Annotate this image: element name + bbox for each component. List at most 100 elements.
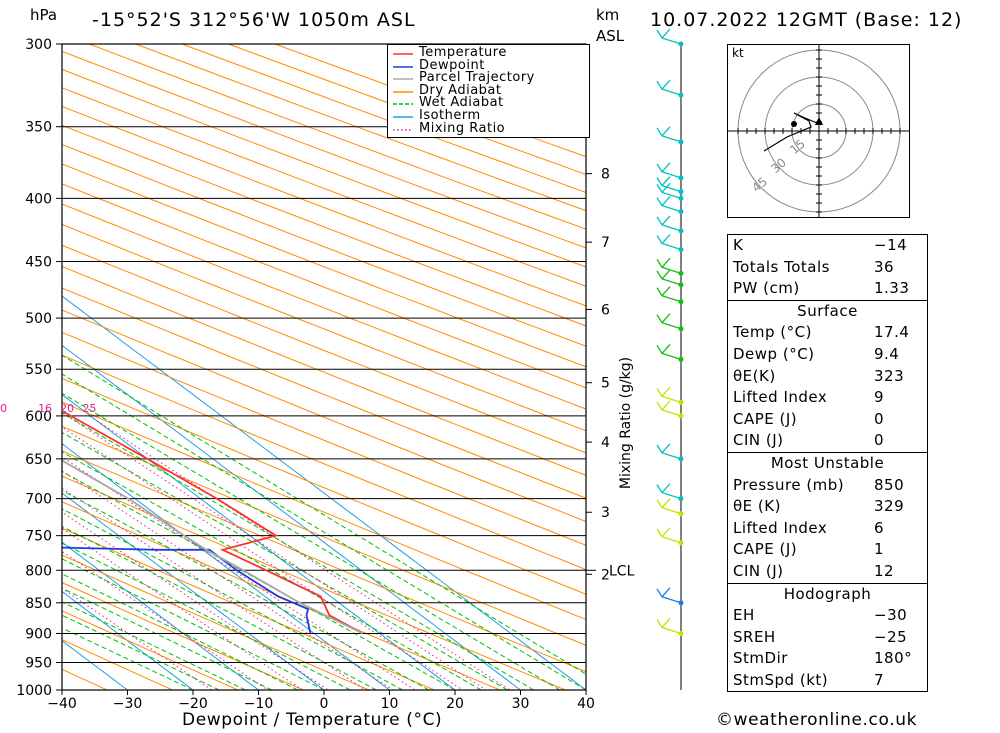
- legend-item: Wet Adiabat: [388, 96, 588, 110]
- surface-key: Lifted Index: [733, 388, 828, 407]
- most-unstable-key: Pressure (mb): [733, 475, 845, 494]
- x-tick-label: −30: [113, 696, 143, 712]
- wind-barb: [656, 80, 682, 96]
- wind-barb-feather: [661, 498, 671, 509]
- hodograph-stat-row: StmDir 180°: [728, 648, 927, 670]
- hodograph-stat-key: StmSpd (kt): [733, 670, 829, 689]
- parcel-trajectory-line: [62, 459, 364, 635]
- dry-adiabat-line: [62, 203, 586, 410]
- index-key: K: [733, 236, 744, 254]
- wind-barb-column: [656, 28, 684, 690]
- surface-key: Temp (°C): [733, 323, 812, 342]
- dry-adiabat-line: [62, 425, 586, 646]
- isotherm-line: [62, 492, 325, 690]
- hodograph-stat-value: −30: [874, 606, 908, 625]
- legend-label: Isotherm: [419, 108, 481, 123]
- legend-item: Isotherm: [388, 108, 588, 123]
- mixing-ratio-line: [66, 415, 487, 690]
- index-key: PW (cm): [733, 279, 800, 298]
- legend-label: Parcel Trajectory: [419, 70, 535, 86]
- most-unstable-row: Lifted Index 6: [728, 518, 927, 540]
- wind-barb: [656, 484, 682, 500]
- surface-key: CAPE (J): [733, 409, 798, 428]
- wet-adiabat-line: [62, 508, 403, 690]
- hodograph-ring-label: 30: [768, 155, 789, 176]
- wind-barb-feather: [661, 400, 671, 411]
- legend-item: Parcel Trajectory: [388, 70, 588, 86]
- pressure-tick-label: 850: [25, 596, 52, 612]
- most-unstable-key: Lifted Index: [733, 518, 828, 537]
- pressure-tick-label: 800: [25, 563, 52, 579]
- x-axis-title: Dewpoint / Temperature (°C): [182, 710, 443, 730]
- mixing-ratio-axis-title: Mixing Ratio (g/kg): [618, 357, 634, 489]
- wet-adiabat-line: [62, 373, 586, 690]
- hodograph-trace: [763, 112, 818, 152]
- hodograph-stat-value: −25: [874, 627, 908, 646]
- wind-barb: [656, 499, 682, 515]
- surface-value: 17.4: [874, 323, 910, 342]
- hodograph-unit: kt: [732, 46, 744, 60]
- mixing-ratio-label: 10: [0, 402, 7, 415]
- km-tick-label: 8: [601, 167, 610, 183]
- wind-barb: [656, 528, 682, 544]
- wet-adiabat-line: [62, 542, 351, 690]
- legend-item: Dry Adiabat: [388, 83, 588, 98]
- x-tick-label: 40: [577, 696, 595, 712]
- dry-adiabat-line: [62, 401, 586, 621]
- mixing-ratio-label: 16: [38, 402, 52, 415]
- dry-adiabat-line: [62, 124, 586, 327]
- dry-adiabat-line: [62, 554, 370, 690]
- legend-item: Dewpoint: [388, 58, 588, 73]
- wind-barb-feather: [661, 28, 671, 39]
- wind-barb: [656, 345, 682, 361]
- hpa-label: hPa: [30, 6, 58, 24]
- legend-swatch: [393, 78, 413, 80]
- index-value: 36: [874, 257, 895, 276]
- indices-panel: K −14 Totals Totals 36 PW (cm) 1.33 Surface T…: [727, 234, 928, 693]
- most-unstable-value: 850: [874, 475, 905, 494]
- most-unstable-title: Most Unstable: [770, 453, 885, 472]
- pressure-tick-label: 350: [25, 120, 52, 136]
- dry-adiabat-line: [62, 50, 586, 249]
- most-unstable-key: CAPE (J): [733, 540, 798, 559]
- wind-barb-feather: [661, 483, 671, 494]
- pressure-tick-label: 1000: [16, 683, 52, 699]
- storm-motion-marker: [815, 117, 823, 125]
- km-tick-label: 4: [601, 435, 610, 451]
- wet-adiabat-line: [62, 412, 534, 690]
- wind-barb: [656, 127, 682, 143]
- plot-frame: [61, 43, 587, 691]
- wind-barb-feather: [661, 196, 671, 207]
- wind-barb: [656, 588, 682, 604]
- pressure-tick-label: 550: [25, 362, 52, 378]
- legend-swatch: [393, 103, 413, 106]
- wind-barb-feather: [661, 257, 671, 268]
- most-unstable-value: 329: [874, 497, 905, 516]
- surface-title: Surface: [797, 301, 858, 320]
- legend-label: Temperature: [419, 45, 507, 60]
- temperature-line: [62, 409, 364, 635]
- dry-adiabat-line: [62, 475, 566, 690]
- km-tick-label: 3: [601, 505, 610, 521]
- km-tick-label: 2: [601, 567, 610, 583]
- index-row: Totals Totals 36: [728, 257, 927, 279]
- x-tick-label: 0: [320, 696, 329, 712]
- x-tick-label: 30: [512, 696, 530, 712]
- wind-barb-feather: [661, 443, 671, 454]
- wet-adiabat-line: [62, 431, 508, 690]
- pressure-tick-label: 600: [25, 409, 52, 425]
- most-unstable-row: CAPE (J) 1: [728, 539, 927, 561]
- pressure-tick-label: 900: [25, 626, 52, 642]
- wind-barb: [656, 163, 682, 179]
- dry-adiabat-line: [62, 582, 304, 690]
- pressure-tick-label: 950: [25, 655, 52, 671]
- hodograph-stat-value: 7: [874, 670, 885, 689]
- mixing-ratio-line: [62, 487, 366, 690]
- pressure-tick-label: 650: [25, 452, 52, 468]
- wet-adiabat-line: [62, 558, 325, 690]
- wind-barb-feather: [661, 286, 671, 297]
- axes-labels: 3003504004505005506006507007508008509009…: [0, 37, 635, 712]
- hodograph-stat-key: SREH: [733, 627, 776, 646]
- wet-adiabat-line: [62, 470, 456, 690]
